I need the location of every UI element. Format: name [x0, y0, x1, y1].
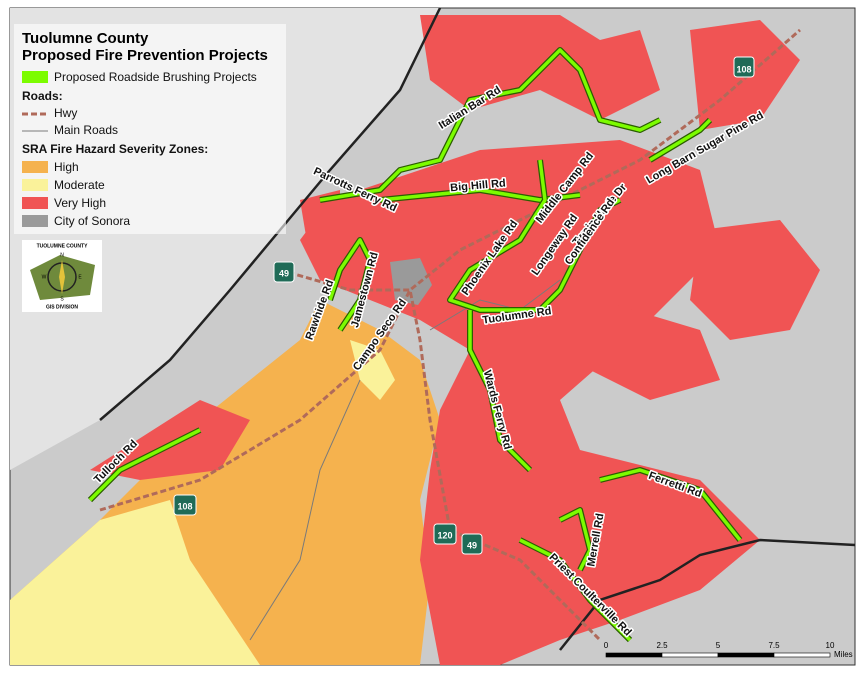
legend-swatch [22, 161, 48, 173]
very-high-zone [690, 220, 820, 340]
shield [273, 261, 295, 283]
legend-swatch [22, 215, 48, 227]
scale-label: 7.5 [768, 641, 780, 650]
legend-label: Moderate [54, 178, 105, 192]
legend-label: Very High [54, 196, 106, 210]
logo-text: W [42, 274, 47, 280]
moderate-zone [350, 340, 395, 400]
main-road [429, 279, 561, 331]
legend-label: High [54, 160, 79, 174]
scale-segment [605, 652, 663, 658]
scale-label: 5 [716, 641, 721, 650]
logo: TUOLUMNE COUNTY N E S W GIS DIVISION [22, 240, 102, 312]
brushing-projects [87, 47, 743, 643]
title: Proposed Fire Prevention Projects [22, 47, 268, 64]
legend-label: City of Sonora [54, 214, 130, 228]
shield-label: 108 [736, 64, 751, 74]
shields: 108 49 120 49 108 [173, 56, 755, 555]
logo-text: N [60, 252, 64, 258]
very-high-zone [590, 300, 720, 400]
logo-text: E [78, 274, 82, 280]
title: Tuolumne County [22, 30, 149, 47]
shield-label: 49 [279, 268, 289, 278]
county-boundary [559, 538, 856, 651]
very-high-zone [90, 400, 250, 480]
legend-bg [14, 24, 286, 234]
scale-segment [661, 652, 719, 658]
scale-unit: Miles [834, 650, 853, 659]
scale-segment [773, 652, 831, 658]
scale-label: 2.5 [656, 641, 668, 650]
very-high-zone [300, 190, 340, 260]
scale-label: 0 [604, 641, 609, 650]
scale-label: 10 [826, 641, 835, 650]
logo-text: S [60, 296, 64, 302]
shield-label: 49 [467, 540, 477, 550]
moderate-zone [10, 500, 260, 665]
legend-heading: Roads: [22, 89, 63, 103]
logo-text: TUOLUMNE COUNTY [37, 243, 88, 249]
legend-heading: SRA Fire Hazard Severity Zones: [22, 142, 208, 156]
legend-swatch [22, 197, 48, 209]
shield [733, 56, 755, 78]
shield-label: 120 [437, 530, 452, 540]
city-of-sonora [390, 258, 432, 305]
shield [173, 494, 197, 516]
shield [433, 523, 457, 545]
logo-text: GIS DIVISION [46, 304, 78, 310]
legend-label: Proposed Roadside Brushing Projects [54, 70, 257, 84]
logo-compass [59, 260, 65, 294]
legend-swatch [22, 179, 48, 191]
legend-label: Main Roads [54, 123, 118, 137]
shield [461, 533, 483, 555]
legend-label: Hwy [54, 106, 77, 120]
shield-label: 108 [177, 501, 192, 511]
scale-segment [717, 652, 775, 658]
legend-swatch [22, 71, 48, 83]
main-road [249, 379, 361, 641]
highway [99, 28, 801, 512]
